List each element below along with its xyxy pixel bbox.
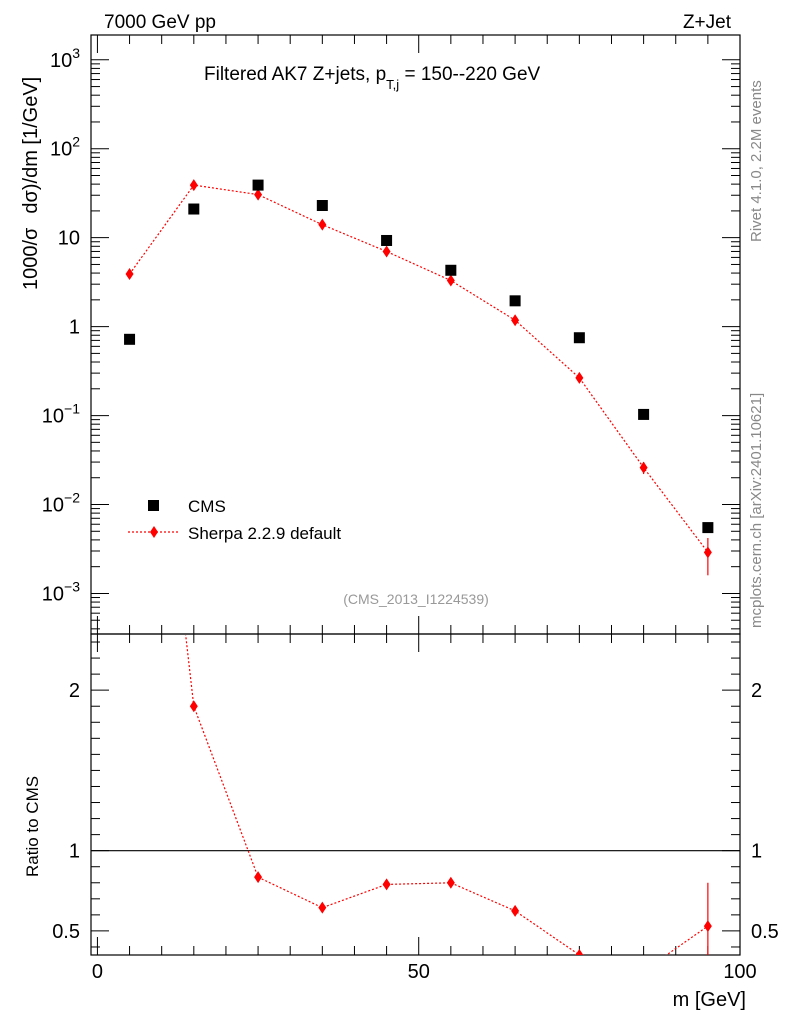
cms-point — [124, 333, 136, 345]
main-y-tick-label: 10−3 — [42, 578, 80, 605]
ratio-point — [382, 878, 391, 891]
ratio-y-axis-ticks: 2 2 1 1 0.5 0.5 — [52, 641, 779, 948]
ratio-line — [185, 635, 709, 955]
sherpa-point — [446, 274, 455, 287]
sherpa-point — [254, 188, 263, 201]
ratio-plot-frame — [90, 633, 741, 956]
sherpa-point — [703, 546, 712, 559]
main-y-tick-label: 103 — [50, 45, 80, 72]
cms-point — [638, 408, 650, 420]
sherpa-point — [382, 245, 391, 258]
main-series-layer — [124, 179, 714, 576]
cms-point — [445, 264, 457, 276]
mcplots-label: mcplots.cern.ch [arXiv:2401.10621] — [748, 393, 765, 628]
ratio-y-tick-label-right: 2 — [751, 680, 762, 702]
ratio-y-tick-label-right: 1 — [751, 841, 762, 863]
plot-title: Filtered AK7 Z+jets, pT,j = 150--220 GeV — [204, 64, 541, 92]
ratio-point — [254, 871, 263, 884]
rivet-version-label: Rivet 4.1.0, 2.2M events — [748, 80, 765, 242]
cms-point — [509, 295, 521, 307]
main-y-tick-label: 10 — [58, 228, 80, 250]
main-plot-frame — [90, 34, 741, 635]
sherpa-point — [318, 218, 327, 231]
ratio-point — [575, 949, 584, 955]
ratio-series-layer — [91, 635, 740, 955]
x-axis-label: m [GeV] — [673, 989, 746, 1011]
ratio-x-axis-ticks: 0 50 100 — [92, 634, 757, 983]
sherpa-point — [189, 179, 198, 192]
ratio-y-tick-label: 2 — [69, 680, 80, 702]
cms-point — [188, 203, 200, 215]
legend-cms-label: CMS — [188, 497, 226, 516]
ratio-point — [511, 904, 520, 917]
sherpa-point — [575, 371, 584, 384]
ratio-x-tick-label: 0 — [92, 961, 103, 983]
ratio-x-tick-label: 100 — [723, 961, 756, 983]
cms-point — [316, 200, 328, 212]
legend-sherpa-marker — [150, 526, 158, 538]
cms-point — [381, 234, 393, 246]
main-y-tick-label: 102 — [50, 134, 80, 161]
legend-sherpa-label: Sherpa 2.2.9 default — [188, 524, 341, 543]
cms-point — [702, 522, 714, 534]
ratio-y-tick-label-right: 0.5 — [751, 921, 779, 943]
main-x-axis-ticks — [96, 35, 741, 634]
ratio-point — [318, 901, 327, 914]
ratio-point — [703, 920, 712, 933]
main-y-tick-label: 10−2 — [42, 490, 80, 517]
ratio-point — [189, 700, 198, 713]
ratio-point — [446, 876, 455, 889]
ratio-x-tick-label: 50 — [408, 961, 430, 983]
sherpa-point — [639, 461, 648, 474]
ratio-y-tick-label: 0.5 — [52, 921, 80, 943]
header-process-label: Z+Jet — [683, 12, 732, 33]
sherpa-point — [125, 268, 134, 281]
legend-cms-marker — [148, 500, 159, 511]
ratio-y-axis-label: Ratio to CMS — [23, 776, 42, 877]
cms-point — [252, 179, 264, 191]
main-y-tick-label: 10−1 — [42, 401, 80, 428]
main-y-tick-label: 1 — [69, 317, 80, 339]
cms-point — [573, 332, 585, 344]
sherpa-point — [511, 314, 520, 327]
analysis-id-label: (CMS_2013_I1224539) — [343, 591, 489, 607]
header-energy-label: 7000 GeV pp — [104, 12, 216, 33]
main-y-axis-label: 1000/σdσ)/dm [1/GeV] — [20, 77, 42, 290]
legend: CMS Sherpa 2.2.9 default — [128, 497, 341, 543]
ratio-y-tick-label: 1 — [69, 841, 80, 863]
